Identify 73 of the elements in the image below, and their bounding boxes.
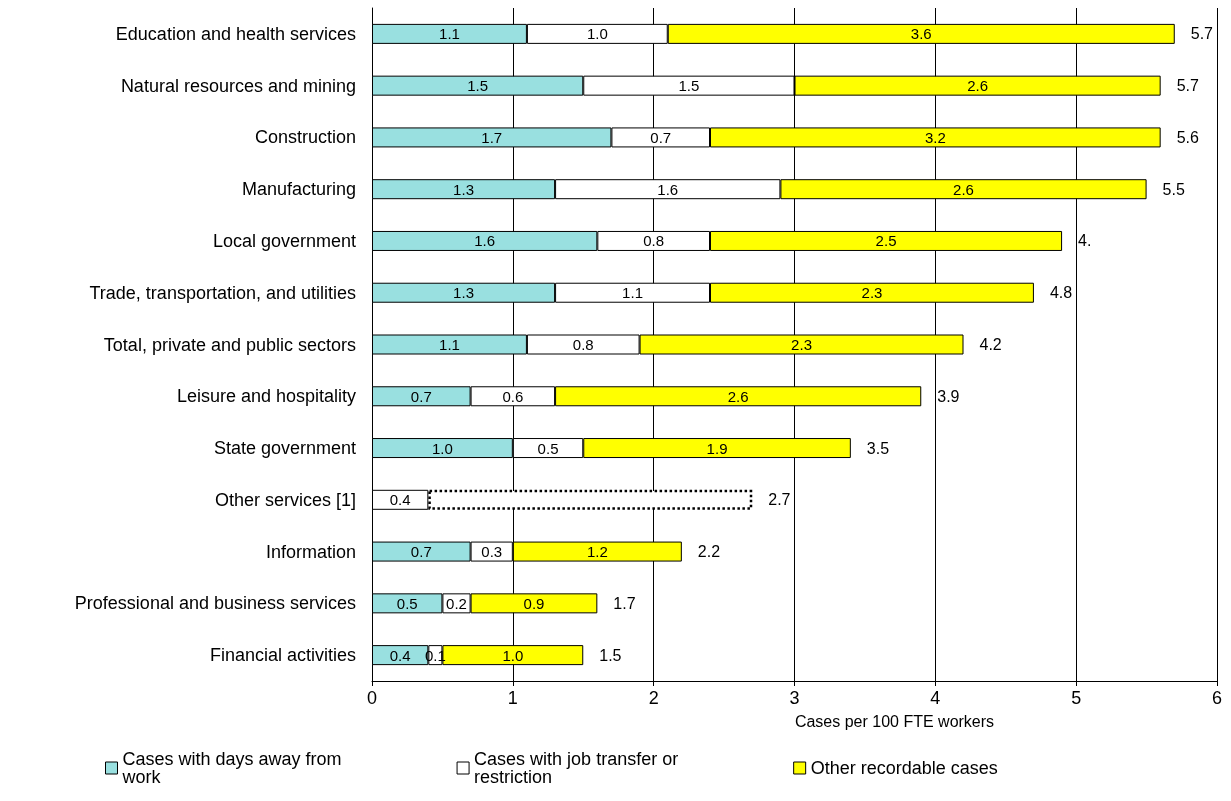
data-label: 1.0 [502,646,524,664]
data-label: 0.8 [643,232,665,250]
total-label: 5.6 [1176,128,1200,146]
x-tick-label: 1 [507,688,518,708]
total-label: 5.7 [1190,25,1214,43]
data-label: 0.5 [396,594,418,612]
y-tick-label: Total, private and public sectors [103,334,356,355]
data-label: 1.9 [706,439,728,457]
data-label: 0.4 [389,491,411,509]
y-tick-label: Construction [254,127,356,148]
data-label: 3.2 [924,128,946,146]
data-label: 1.3 [453,284,474,302]
data-label: 0.7 [650,128,672,146]
legend-label: Cases with job transfer or restriction [474,749,684,787]
y-tick-label: Other services [1] [214,489,356,510]
data-label: 0.4 [389,646,411,664]
y-tick-label: State government [213,438,356,459]
x-tick-label: 2 [648,688,659,708]
y-tick-label: Financial activities [209,645,356,666]
data-label: 2.6 [953,180,974,198]
data-label: 1.6 [474,232,496,250]
data-label: 1.1 [439,336,460,353]
data-label: 2.5 [875,232,897,250]
x-tick-label: 4 [930,688,941,708]
data-label: 1.2 [586,543,608,561]
y-tick-label: Manufacturing [241,179,356,200]
data-label: 0.7 [410,387,432,405]
data-label: 0.2 [446,594,467,612]
data-label: 1.7 [481,128,503,146]
data-label: 0.6 [502,387,524,405]
total-label: 1.7 [613,594,636,612]
total-label: 1.5 [599,646,622,664]
total-label: 5.5 [1162,180,1185,198]
total-label: 2.2 [697,543,721,561]
y-tick-label: Education and health services [115,23,356,44]
data-label: 2.6 [967,77,989,95]
y-tick-label: Professional and business services [74,593,356,614]
data-label: 1.1 [622,284,643,302]
data-label: 2.3 [861,284,883,302]
total-label: 2.7 [768,491,791,509]
data-label: 1.5 [467,77,489,95]
total-label: 4.8 [1049,284,1073,302]
x-tick-label: 0 [366,688,378,708]
total-label: 5.7 [1176,77,1200,95]
x-tick-label: 3 [789,688,800,708]
y-tick-label: Trade, transportation, and utilities [89,282,356,303]
total-label: 4. [1078,232,1092,250]
data-label: 1.5 [678,77,700,95]
y-tick-label: Natural resources and mining [120,75,356,96]
data-label: 1.1 [439,25,460,43]
data-label: 1.3 [453,180,474,198]
data-label: 0.9 [523,594,545,612]
legend-label: Cases with days away from work [121,749,347,787]
total-label: 3.5 [866,439,890,457]
total-label: 3.9 [937,387,960,405]
total-label: 4.2 [979,336,1002,353]
data-label: 0.3 [481,543,503,561]
legend-label: Other recordable cases [810,758,998,778]
data-label: 2.3 [791,336,812,353]
data-label: 1.6 [657,180,679,198]
y-tick-label: Leisure and hospitality [176,386,356,407]
data-label: 1.0 [586,25,608,43]
x-tick-label: 6 [1211,688,1223,708]
data-label: 0.5 [537,439,559,457]
y-tick-label: Local government [212,230,356,251]
y-tick-label: Information [265,541,356,562]
data-label: 0.7 [410,543,432,561]
data-label: 3.6 [910,25,932,43]
data-label: 0.8 [572,336,594,353]
x-axis-title: Cases per 100 FTE workers [794,712,995,730]
x-tick-label: 5 [1071,688,1082,708]
data-label: 1.0 [431,439,453,457]
data-label: 2.6 [727,387,749,405]
